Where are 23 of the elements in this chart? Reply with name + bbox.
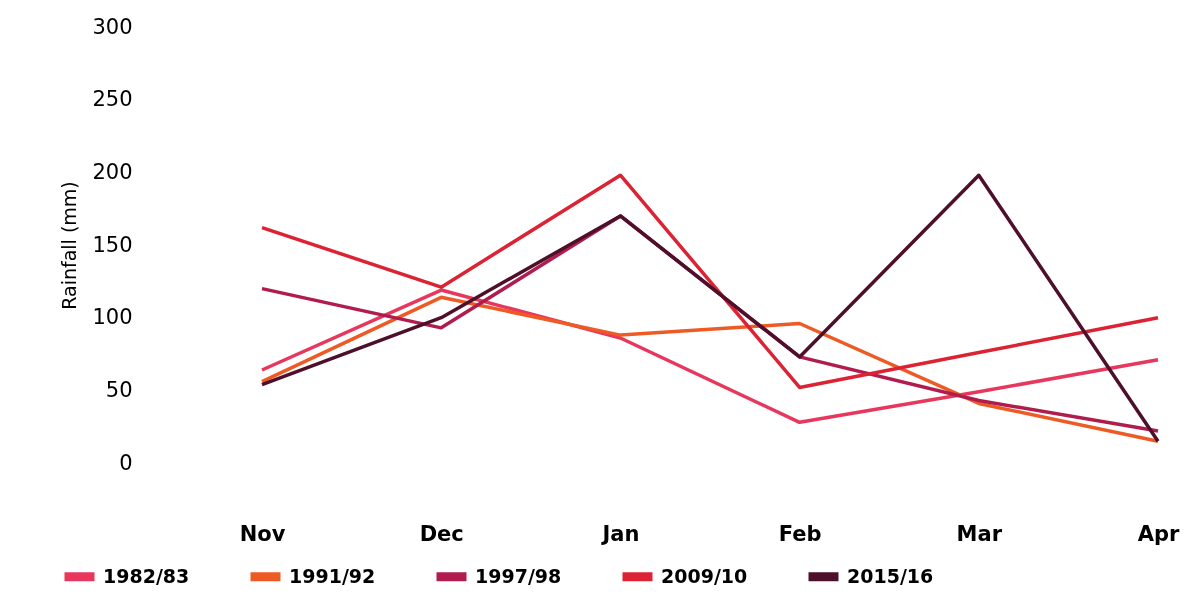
legend-label: 2009/10 — [661, 564, 748, 587]
x-tick-label: Nov — [239, 521, 286, 546]
y-tick-label: 200 — [92, 159, 133, 184]
y-tick-label: 300 — [92, 14, 133, 39]
line-series — [260, 173, 1160, 443]
line-series — [260, 288, 1160, 425]
legend-label: 2015/16 — [847, 564, 934, 587]
x-tick-label: Mar — [956, 521, 1003, 546]
line-series — [260, 173, 1160, 390]
x-tick-label: Apr — [1137, 521, 1180, 546]
legend-label: 1997/98 — [475, 564, 562, 587]
y-tick-label: 150 — [92, 232, 133, 257]
line-series — [260, 295, 1160, 443]
x-tick-label: Dec — [419, 521, 464, 546]
y-tick-label: 100 — [92, 305, 133, 330]
x-tick-label: Feb — [778, 521, 822, 546]
y-tick-label: 0 — [119, 450, 133, 475]
legend-label: 1982/83 — [103, 564, 190, 587]
y-tick-label: 50 — [105, 377, 133, 402]
y-axis-title: Rainfall (mm) — [58, 181, 81, 310]
y-tick-label: 250 — [92, 87, 133, 112]
legend-label: 1991/92 — [289, 564, 376, 587]
x-tick-label: Jan — [600, 521, 640, 546]
